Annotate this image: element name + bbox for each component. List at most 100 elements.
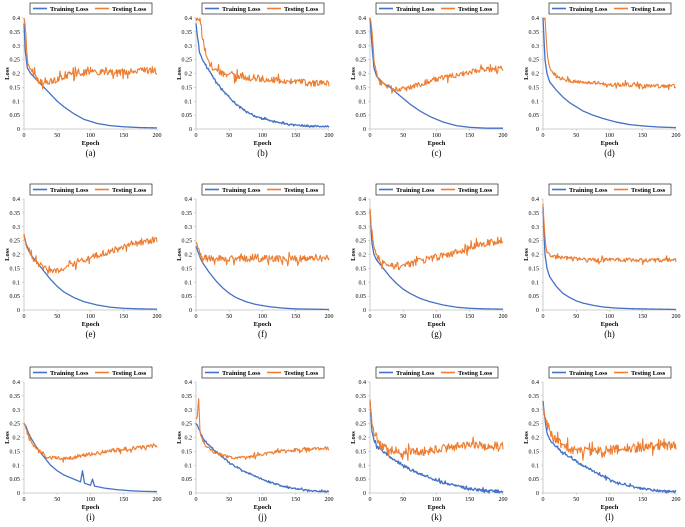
y-tick-label: 0.35	[356, 394, 367, 400]
y-tick-label: 0.25	[356, 422, 367, 428]
y-tick-label: 0	[189, 308, 192, 314]
legend-box	[29, 366, 153, 379]
x-tick-label: 100	[86, 314, 95, 320]
y-tick-label: 0.4	[359, 380, 367, 386]
y-axis-title: Loss	[523, 431, 530, 444]
y-tick-label: 0	[536, 308, 539, 314]
y-tick-label: 0.25	[529, 58, 540, 64]
legend-box	[201, 366, 325, 379]
training-loss-line	[542, 400, 677, 494]
y-tick-label: 0.35	[529, 211, 540, 217]
x-tick-label: 0	[23, 497, 26, 503]
y-tick-label: 0	[363, 127, 366, 133]
y-tick-label: 0.1	[13, 280, 21, 286]
x-tick-label: 100	[432, 133, 441, 139]
legend-box	[375, 366, 499, 379]
y-axis-title: Loss	[4, 248, 11, 261]
y-tick-label: 0.35	[10, 394, 21, 400]
panel-label: (j)	[258, 512, 267, 522]
y-tick-label: 0.2	[532, 72, 540, 78]
x-tick-label: 0	[23, 133, 26, 139]
y-tick-label: 0.25	[10, 239, 21, 245]
legend-label-testing: Testing Loss	[458, 187, 493, 194]
testing-loss-line	[542, 404, 677, 461]
y-tick-label: 0.3	[185, 44, 193, 50]
x-tick-label: 200	[499, 133, 508, 139]
y-tick-label: 0.2	[13, 72, 21, 78]
legend-box	[29, 2, 153, 15]
chart-panel: 0 0.05 0.1 0.15 0.2 0.25 0.3 0.35 0.4 0 50 100 150 20…	[350, 366, 508, 522]
panel-label: (c)	[432, 148, 442, 158]
y-tick-label: 0.05	[182, 113, 193, 119]
y-tick-label: 0.4	[13, 380, 21, 386]
legend-box	[375, 183, 499, 196]
y-tick-label: 0	[189, 491, 192, 497]
chart-panel: 0 0.05 0.1 0.15 0.2 0.25 0.3 0.35 0.4 0 50 100 150 20…	[4, 2, 162, 158]
y-tick-label: 0.2	[532, 253, 540, 259]
testing-loss-line	[23, 233, 158, 275]
y-tick-label: 0.1	[185, 280, 193, 286]
x-axis-title: Epoch	[254, 321, 272, 328]
y-tick-label: 0.25	[182, 239, 193, 245]
training-loss-line	[542, 17, 677, 129]
chart-panel: 0 0.05 0.1 0.15 0.2 0.25 0.3 0.35 0.4 0 50 100 150 20…	[350, 2, 508, 158]
testing-loss-line	[369, 208, 504, 271]
y-tick-label: 0.1	[13, 99, 21, 105]
y-tick-label: 0.05	[529, 477, 540, 483]
x-tick-label: 200	[672, 133, 681, 139]
legend-label-testing: Testing Loss	[631, 370, 666, 377]
testing-loss-line	[542, 203, 677, 266]
x-tick-label: 50	[54, 497, 60, 503]
legend-box	[375, 2, 499, 15]
legend-label-testing: Testing Loss	[284, 187, 319, 194]
panel-label: (h)	[604, 329, 615, 339]
x-tick-label: 0	[542, 497, 545, 503]
panel-label: (g)	[431, 329, 442, 339]
legend-label-testing: Testing Loss	[112, 370, 147, 377]
y-tick-label: 0.4	[185, 380, 193, 386]
y-tick-label: 0.15	[10, 85, 21, 91]
x-axis-title: Epoch	[601, 321, 619, 328]
y-tick-label: 0.2	[359, 253, 367, 259]
x-tick-label: 150	[119, 497, 128, 503]
x-tick-label: 100	[258, 497, 267, 503]
chart-panel: 0 0.05 0.1 0.15 0.2 0.25 0.3 0.35 0.4 0 50 100 150 20…	[176, 183, 334, 339]
legend-label-testing: Testing Loss	[284, 370, 319, 377]
legend-label-training: Training Loss	[396, 187, 435, 194]
y-tick-label: 0.15	[10, 449, 21, 455]
training-loss-line	[23, 423, 158, 493]
chart-panel: 0 0.05 0.1 0.15 0.2 0.25 0.3 0.35 0.4 0 50 100 150 20…	[4, 183, 162, 339]
y-tick-label: 0.05	[10, 113, 21, 119]
y-tick-label: 0.4	[359, 197, 367, 203]
y-tick-label: 0.15	[356, 266, 367, 272]
chart-panel: 0 0.05 0.1 0.15 0.2 0.25 0.3 0.35 0.4 0 50 100 150 20…	[350, 183, 508, 339]
panel-label: (d)	[604, 148, 615, 158]
y-tick-label: 0.15	[356, 85, 367, 91]
legend-label-training: Training Loss	[396, 6, 435, 13]
y-tick-label: 0	[17, 308, 20, 314]
legend-label-training: Training Loss	[569, 187, 608, 194]
y-axis-title: Loss	[350, 431, 357, 444]
y-tick-label: 0.05	[529, 113, 540, 119]
y-tick-label: 0.35	[182, 30, 193, 36]
y-tick-label: 0.25	[356, 239, 367, 245]
y-tick-label: 0.4	[532, 197, 540, 203]
x-tick-label: 0	[369, 133, 372, 139]
y-tick-label: 0.35	[356, 30, 367, 36]
y-tick-label: 0.2	[359, 72, 367, 78]
x-tick-label: 50	[226, 314, 232, 320]
chart-panel: 0 0.05 0.1 0.15 0.2 0.25 0.3 0.35 0.4 0 50 100 150 20…	[523, 183, 681, 339]
y-tick-label: 0	[17, 491, 20, 497]
testing-loss-line	[543, 17, 677, 91]
y-tick-label: 0.35	[182, 211, 193, 217]
training-loss-line	[195, 423, 330, 493]
panel-label: (k)	[431, 512, 442, 522]
legend-label-training: Training Loss	[50, 187, 89, 194]
y-tick-label: 0.3	[359, 44, 367, 50]
testing-loss-line	[369, 17, 504, 94]
training-loss-line	[23, 234, 158, 310]
x-tick-label: 100	[432, 314, 441, 320]
y-tick-label: 0.1	[185, 463, 193, 469]
legend-label-testing: Testing Loss	[631, 6, 666, 13]
x-tick-label: 50	[400, 497, 406, 503]
